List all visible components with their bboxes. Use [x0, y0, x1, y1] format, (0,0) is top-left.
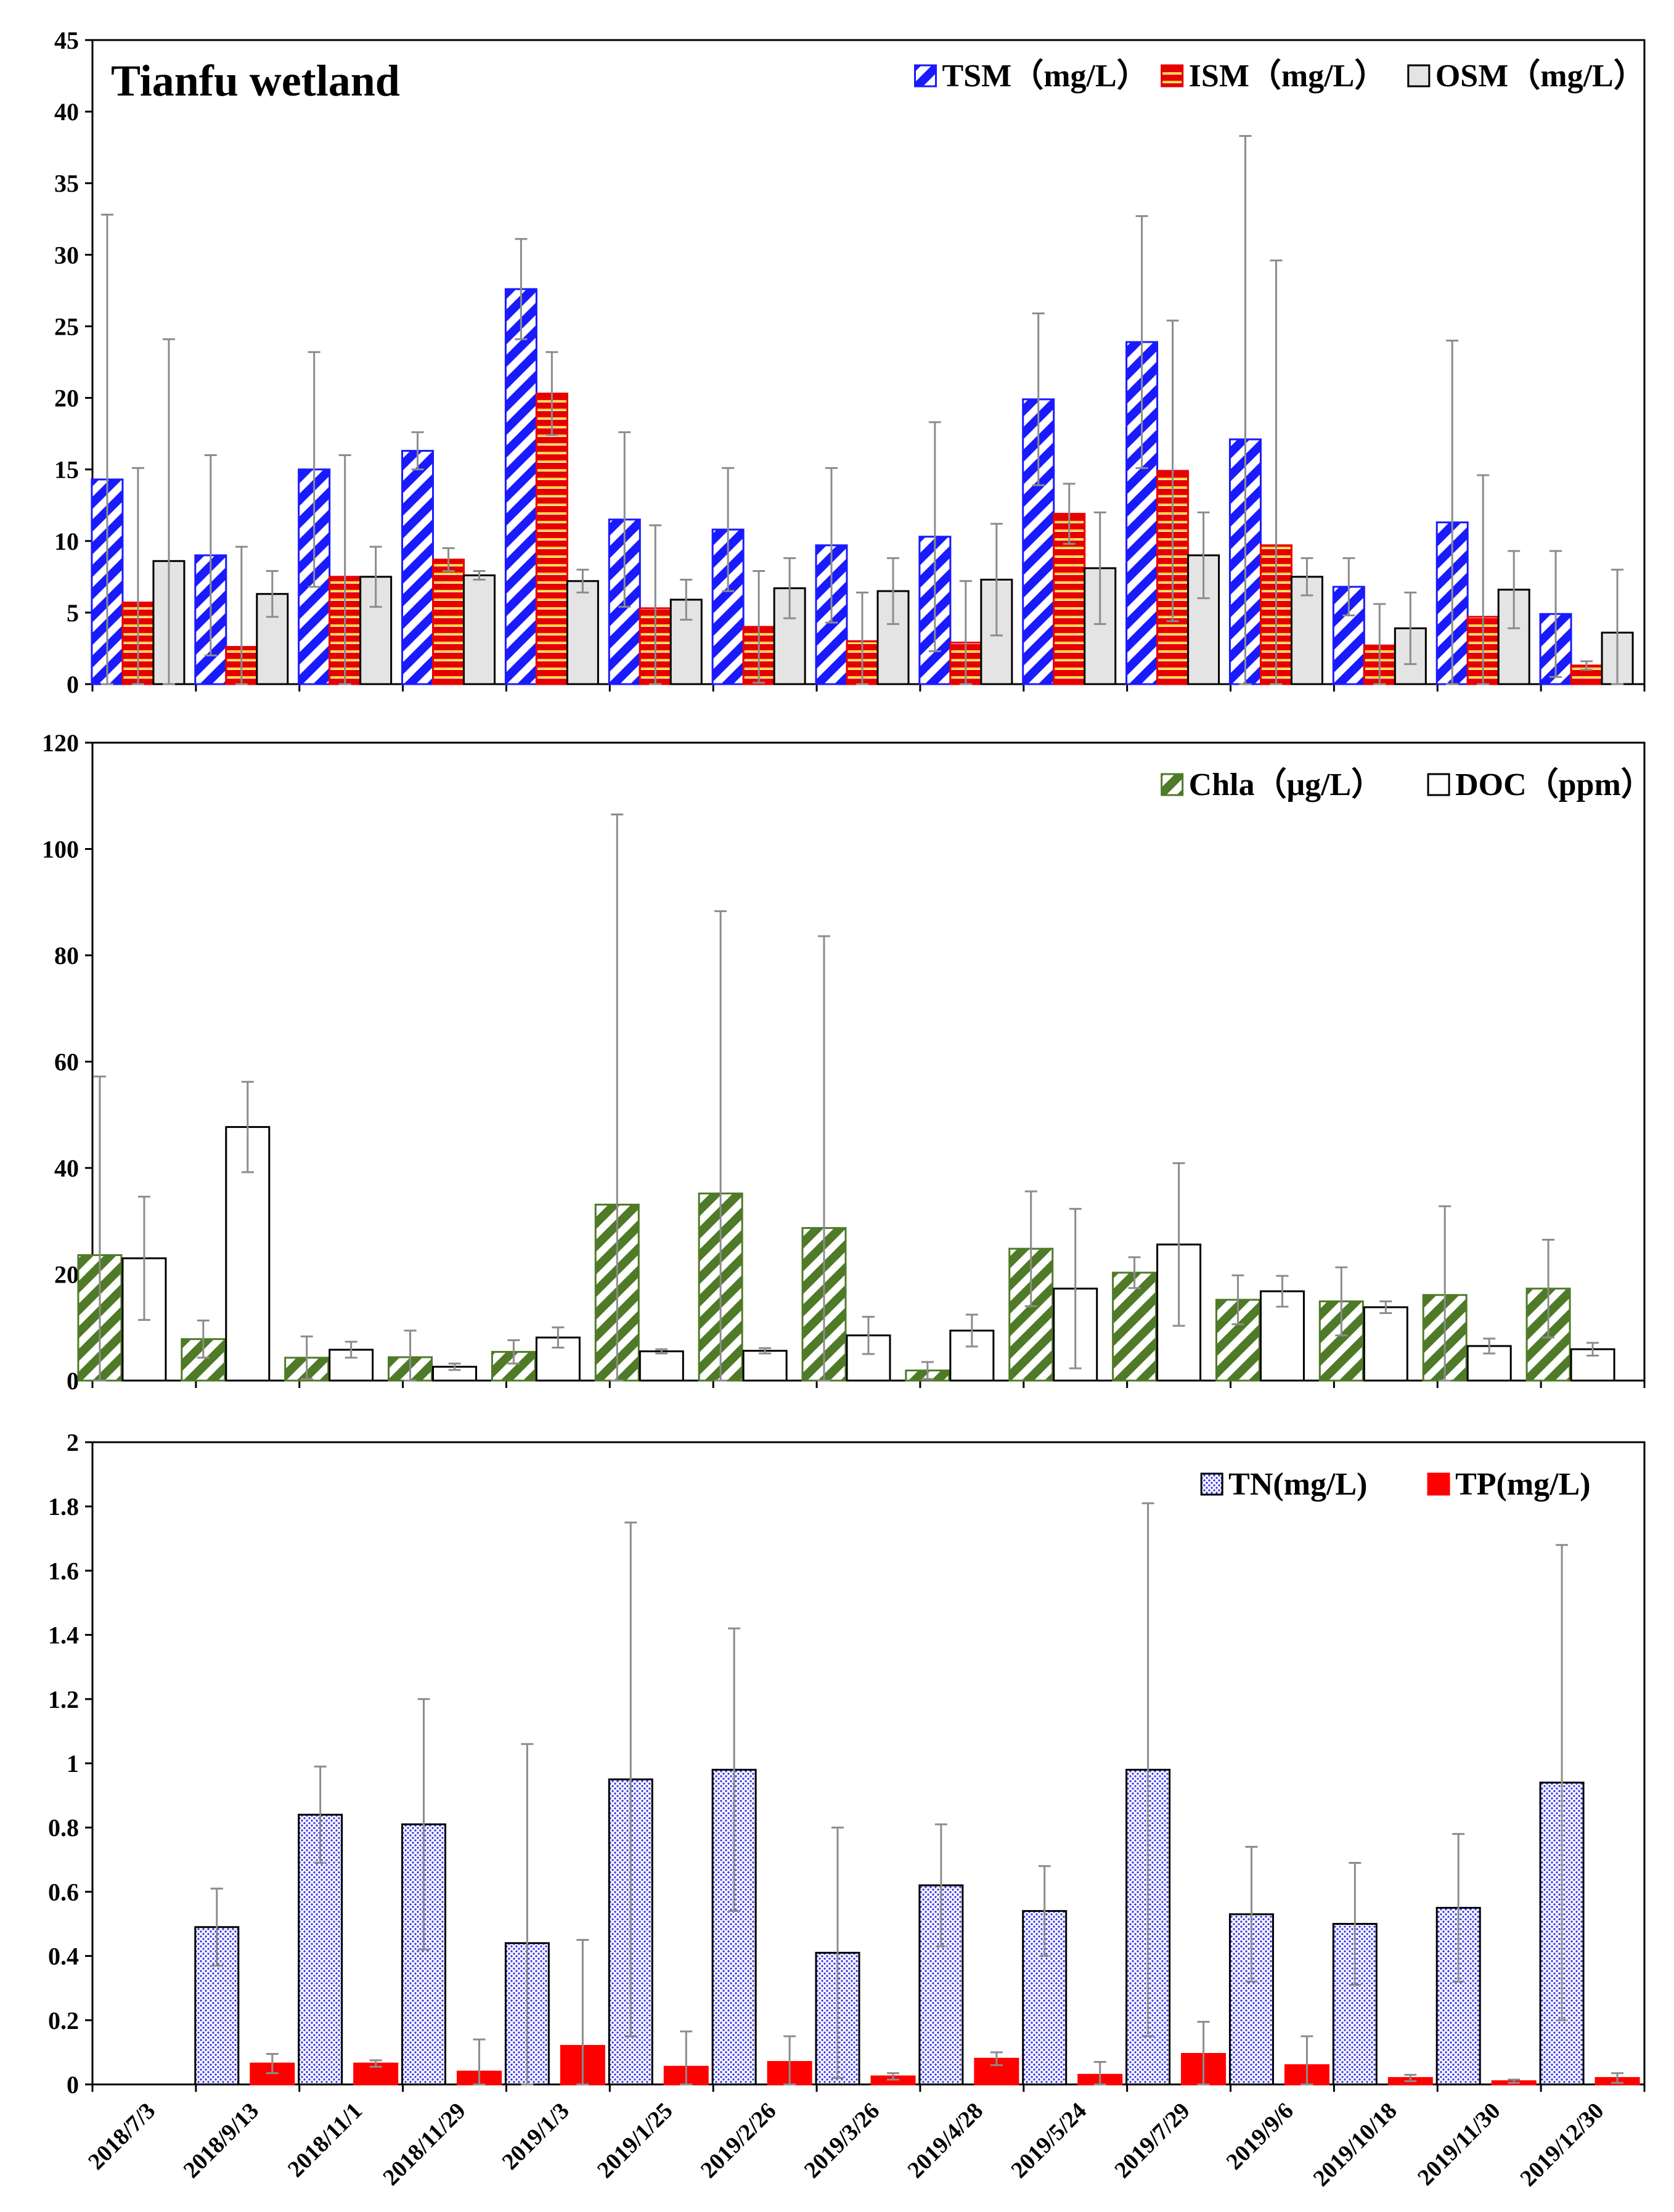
- x-tick-label: 2018/11/29: [378, 2098, 471, 2191]
- y-tick-label: 0: [67, 1367, 79, 1395]
- x-tick-label: 2018/11/1: [283, 2098, 367, 2182]
- legend-swatch: [914, 64, 937, 88]
- bar: [1215, 1299, 1260, 1382]
- y-tick-label: 45: [54, 27, 79, 54]
- chla-doc-panel: 0 20 40 60 80 100 120 Chla（μg/L） DOC（ppm）: [42, 729, 1653, 1395]
- y-tick-label: 0.6: [48, 1878, 79, 1906]
- legend-swatch: [1407, 64, 1431, 88]
- y-tick-label: 60: [54, 1048, 79, 1076]
- y-tick-label: 1.8: [48, 1493, 79, 1520]
- y-tick-label: 25: [54, 312, 79, 340]
- plot-frame: [91, 741, 1646, 1382]
- bar: [639, 1350, 684, 1382]
- nutrients-panel: 0 0.2 0.4 0.6 0.8 1 1.2 1.4 1.6 1.8 2 TN(mg/L) TP(mg…: [48, 1429, 1646, 2192]
- suspended-matter-panel: 0 5 10 15 20 25 30 35 40 45 TSM（mg/L） ISM（mg/L） OSM（…: [54, 27, 1646, 698]
- x-tick-label: 2019/7/29: [1109, 2098, 1195, 2184]
- legend-label: DOC（ppm）: [1455, 767, 1653, 802]
- legend-label: TN(mg/L): [1228, 1467, 1367, 1502]
- legend-label: TSM（mg/L）: [942, 58, 1149, 94]
- y-tick-label: 1: [67, 1750, 79, 1777]
- x-tick-label: 2018/7/3: [83, 2098, 160, 2175]
- y-tick-label: 40: [54, 1154, 79, 1182]
- bar: [1332, 586, 1365, 685]
- y-tick-label: 20: [54, 1261, 79, 1289]
- x-tick-label: 2019/11/30: [1413, 2098, 1506, 2191]
- x-tick-label: 2019/5/24: [1006, 2098, 1092, 2184]
- y-tick-label: 35: [54, 169, 79, 197]
- y-tick-label: 5: [67, 599, 79, 627]
- legend-swatch: [1427, 1472, 1450, 1496]
- y-tick-label: 40: [54, 98, 79, 126]
- y-tick-label: 2: [67, 1429, 79, 1456]
- bar: [432, 558, 465, 685]
- x-tick-label: 2019/10/18: [1309, 2098, 1402, 2192]
- chart-title: Tianfu wetland: [111, 56, 400, 105]
- legend-label: Chla（μg/L）: [1189, 767, 1384, 802]
- x-tick-label: 2019/9/6: [1222, 2098, 1299, 2175]
- x-tick-label: 2019/3/26: [799, 2098, 885, 2184]
- x-tick-label: 2019/2/26: [696, 2098, 782, 2184]
- bar: [566, 580, 599, 685]
- y-tick-label: 1.4: [48, 1622, 79, 1649]
- bar: [742, 1350, 788, 1382]
- y-tick-label: 1.6: [48, 1557, 79, 1585]
- bar: [463, 574, 496, 685]
- y-tick-label: 0.8: [48, 1814, 79, 1842]
- y-tick-label: 100: [42, 836, 79, 863]
- x-tick-label: 2018/9/13: [178, 2098, 264, 2184]
- y-tick-label: 0: [67, 2071, 79, 2099]
- y-tick-label: 1.2: [48, 1686, 79, 1713]
- y-tick-label: 30: [54, 241, 79, 269]
- y-tick-label: 10: [54, 528, 79, 555]
- y-tick-label: 0: [67, 671, 79, 698]
- x-tick-label: 2019/1/25: [592, 2098, 678, 2184]
- bar: [504, 288, 537, 685]
- legend-label: ISM（mg/L）: [1189, 58, 1387, 94]
- y-tick-label: 15: [54, 456, 79, 484]
- y-tick-label: 0.4: [48, 1943, 79, 1970]
- legend-swatch: [1200, 1472, 1223, 1496]
- bar: [1363, 1306, 1408, 1382]
- bar: [1112, 1271, 1158, 1382]
- bar: [401, 449, 435, 685]
- legend-swatch: [1427, 773, 1450, 796]
- legend-swatch: [1161, 773, 1184, 796]
- y-tick-label: 20: [54, 385, 79, 412]
- legend-label: OSM（mg/L）: [1435, 58, 1646, 94]
- y-tick-label: 0.2: [48, 2007, 79, 2034]
- x-tick-label: 2019/1/3: [497, 2098, 574, 2175]
- x-tick-label: 2019/12/30: [1515, 2098, 1609, 2192]
- bar: [535, 393, 568, 685]
- y-tick-label: 120: [42, 729, 79, 757]
- y-tick-label: 80: [54, 942, 79, 969]
- x-tick-label: 2019/4/28: [903, 2098, 989, 2184]
- legend-swatch: [1161, 64, 1184, 88]
- legend-label: TP(mg/L): [1455, 1467, 1591, 1502]
